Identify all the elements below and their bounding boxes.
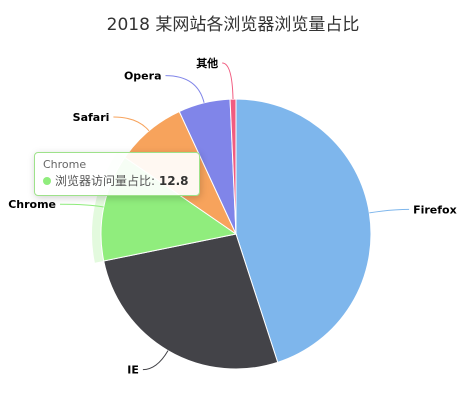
slice-label-opera: Opera (124, 70, 162, 83)
connector-firefox (369, 208, 410, 214)
connector-chrome (59, 203, 104, 208)
tooltip-value: 12.8 (158, 174, 189, 188)
slice-label-ie: IE (127, 364, 139, 377)
chart-tooltip: Chrome 浏览器访问量占比: 12.8 (34, 152, 200, 196)
connector-opera (165, 75, 205, 103)
tooltip-series-marker (43, 177, 51, 185)
slice-label-firefox: Firefox (413, 203, 457, 216)
tooltip-series-label: 浏览器访问量占比: (55, 174, 156, 188)
slice-label-chrome: Chrome (8, 198, 56, 211)
connector-other-5 (222, 62, 234, 100)
tooltip-point-name: Chrome (43, 158, 87, 171)
slice-label-other-5: 其他 (196, 56, 218, 70)
tooltip-row: 浏览器访问量占比: 12.8 (43, 172, 191, 190)
pie-slice-other-5[interactable] (229, 98, 237, 235)
chart-title: 2018 某网站各浏览器浏览量占比 (106, 15, 360, 35)
slice-label-safari: Safari (73, 111, 110, 124)
connector-ie (142, 350, 169, 371)
connector-safari (113, 116, 150, 132)
